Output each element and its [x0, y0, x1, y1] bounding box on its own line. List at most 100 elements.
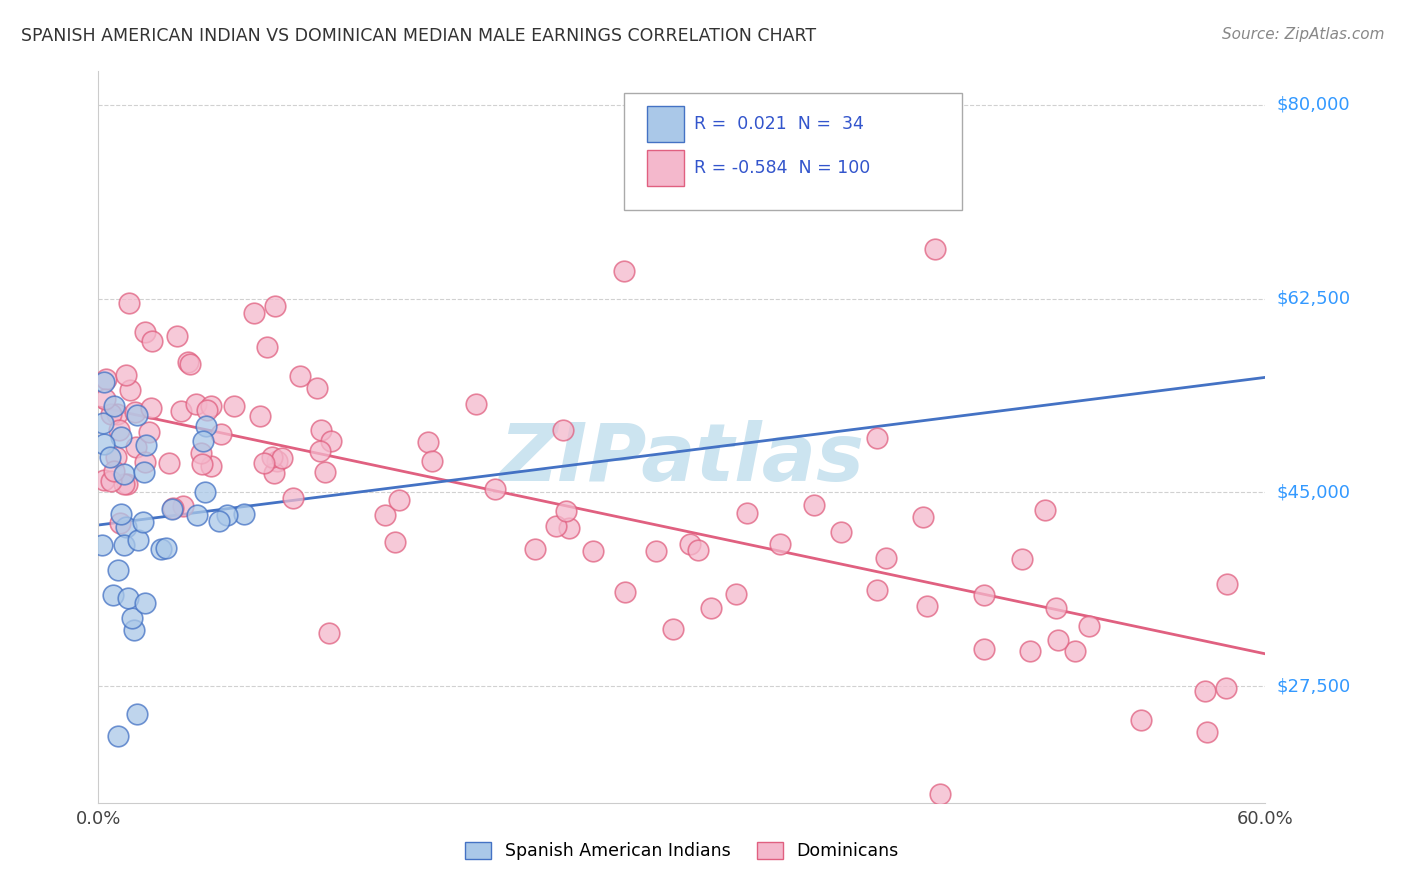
Point	[915, 599, 938, 614]
Point	[384, 534, 406, 549]
Point	[139, 401, 162, 415]
Point	[100, 408, 122, 422]
Point	[122, 624, 145, 638]
Point	[253, 456, 276, 470]
Point	[125, 408, 148, 422]
Point	[179, 357, 201, 371]
Point	[93, 473, 115, 487]
Point	[1129, 713, 1152, 727]
Point	[319, 434, 342, 449]
Point	[318, 625, 340, 640]
Point	[101, 588, 124, 602]
Point	[420, 454, 443, 468]
Point	[875, 550, 897, 565]
Point	[645, 543, 668, 558]
Point	[110, 516, 132, 530]
Point	[162, 501, 184, 516]
Point	[127, 533, 149, 548]
Point	[699, 601, 721, 615]
Point	[107, 729, 129, 743]
Point	[115, 476, 138, 491]
Point	[103, 399, 125, 413]
Point	[290, 369, 312, 384]
Point	[105, 450, 128, 464]
Point	[93, 375, 115, 389]
Point	[127, 707, 149, 722]
Point	[190, 445, 212, 459]
Point	[222, 400, 245, 414]
Point	[186, 508, 208, 522]
Point	[125, 440, 148, 454]
Point	[1216, 577, 1239, 591]
Point	[1063, 644, 1085, 658]
Point	[544, 518, 567, 533]
Point	[305, 381, 328, 395]
Point	[866, 431, 889, 445]
Text: Source: ZipAtlas.com: Source: ZipAtlas.com	[1222, 27, 1385, 42]
Point	[207, 514, 229, 528]
Point	[191, 434, 214, 448]
Point	[107, 407, 129, 421]
Point	[195, 402, 218, 417]
Point	[112, 467, 135, 481]
Text: $45,000: $45,000	[1277, 483, 1351, 501]
Point	[260, 450, 283, 465]
Point	[1197, 724, 1219, 739]
Point	[93, 416, 115, 430]
Point	[114, 519, 136, 533]
Point	[1045, 600, 1067, 615]
Point	[157, 456, 180, 470]
Point	[94, 372, 117, 386]
Point	[211, 427, 233, 442]
Point	[911, 510, 934, 524]
Point	[124, 405, 146, 419]
Point	[558, 521, 581, 535]
Point	[866, 582, 889, 597]
Point	[1077, 619, 1099, 633]
Point	[263, 467, 285, 481]
Point	[1047, 633, 1070, 648]
Text: $80,000: $80,000	[1277, 95, 1350, 113]
Point	[243, 306, 266, 320]
Point	[266, 454, 288, 468]
Point	[190, 458, 212, 472]
Point	[688, 543, 710, 558]
Point	[523, 541, 546, 556]
Point	[200, 399, 222, 413]
Point	[90, 538, 112, 552]
Point	[94, 392, 117, 406]
Point	[114, 368, 136, 383]
Point	[309, 423, 332, 437]
Point	[132, 465, 155, 479]
Point	[388, 493, 411, 508]
Point	[194, 485, 217, 500]
Point	[973, 642, 995, 657]
Point	[662, 622, 685, 636]
Point	[132, 515, 155, 529]
FancyBboxPatch shape	[647, 151, 685, 186]
Point	[582, 544, 605, 558]
Point	[374, 508, 396, 522]
Text: R =  0.021  N =  34: R = 0.021 N = 34	[693, 115, 863, 133]
Point	[108, 424, 131, 438]
Point	[724, 586, 747, 600]
Point	[249, 409, 271, 423]
Point	[160, 501, 183, 516]
Point	[1215, 681, 1237, 695]
Text: $27,500: $27,500	[1277, 677, 1351, 696]
Point	[233, 507, 256, 521]
Point	[112, 538, 135, 552]
Point	[1011, 552, 1033, 566]
Point	[103, 464, 125, 478]
Point	[613, 585, 636, 599]
Point	[177, 354, 200, 368]
Point	[93, 437, 115, 451]
Point	[551, 423, 574, 437]
Point	[134, 455, 156, 469]
Point	[172, 499, 194, 513]
Point	[1194, 684, 1216, 698]
Point	[1035, 503, 1057, 517]
Point	[484, 482, 506, 496]
Point	[112, 477, 135, 491]
Text: SPANISH AMERICAN INDIAN VS DOMINICAN MEDIAN MALE EARNINGS CORRELATION CHART: SPANISH AMERICAN INDIAN VS DOMINICAN MED…	[21, 27, 817, 45]
